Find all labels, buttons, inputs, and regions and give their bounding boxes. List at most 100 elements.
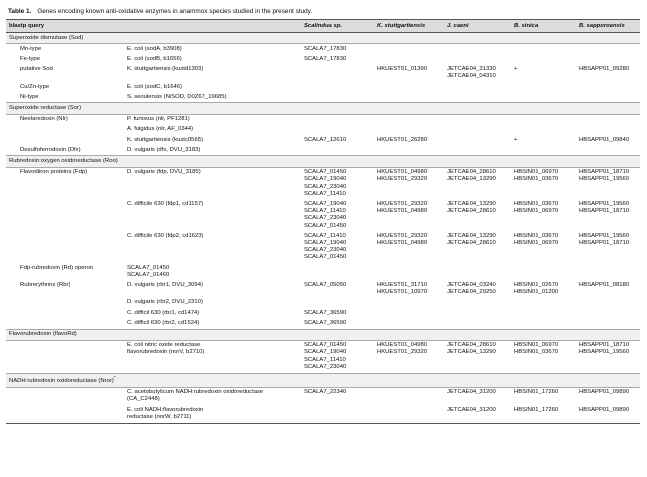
table-cell xyxy=(576,308,640,318)
table-cell xyxy=(6,199,124,231)
table-cell: JETCAE04_28610 JETCAE04_13290 xyxy=(444,167,511,199)
table-cell: SCALA7_17830 xyxy=(301,54,374,64)
cell-line: SCALA7_01450 xyxy=(304,254,347,261)
cell-line: (CA_C2448) xyxy=(127,396,160,403)
table-cell xyxy=(374,405,444,424)
cell-line: HBSIN01_06970 xyxy=(514,342,559,349)
table-cell xyxy=(511,82,576,92)
table-cell: HKUEST01_04980 HKUEST01_29320 xyxy=(374,167,444,199)
table-row: Rubredoxin:oxygen oxidoreductase (Roo) xyxy=(6,155,640,168)
table-cell: C. difficile 630 (fdp2, cd1623) xyxy=(124,231,301,263)
section-cell: Flavorubredoxin (flavoRd) xyxy=(6,328,640,341)
table-cell: HBSAPP01_09280 xyxy=(576,65,640,82)
table-cell: HKUEST01_29320 HKUEST01_04980 xyxy=(374,231,444,263)
cell-text: C. difficil 630 (rbr2, cd1524) xyxy=(127,319,200,326)
table-row: Neelaredoxin (Nlr) P. furiosus (nlr, PF12… xyxy=(6,114,640,125)
table-cell: SCALA7_11410 SCALA7_19040 SCALA7_23040 SCAL… xyxy=(301,231,374,263)
table-cell xyxy=(511,298,576,308)
table-cell: C. difficile 630 (fdp1, cd1157) xyxy=(124,199,301,231)
cell-text: + xyxy=(514,66,518,73)
table-cell: HKUEST01_01390 xyxy=(374,65,444,82)
section-cell: NADH:rubredoxin oxidoreductase (Nror)* xyxy=(6,372,640,388)
table-cell xyxy=(374,263,444,280)
cell-line: SCALA7_19040 xyxy=(304,176,347,183)
table-cell: C. difficil 630 (rbr2, cd1524) xyxy=(124,318,301,329)
table-cell xyxy=(301,145,374,156)
cell-line: HKUEST01_10970 xyxy=(377,289,428,296)
table-cell: E. coli NADH:flavorubredoxin reductase (n… xyxy=(124,405,301,424)
table-row: Ni-type S. seoulensis (NiSOD, D0Z67_19685… xyxy=(6,92,640,103)
cell-text: Desulfoferrodoxin (Dfx) xyxy=(20,146,81,153)
cell-text: SCALA7_36590 xyxy=(304,319,347,326)
table-cell: putative Sod xyxy=(6,65,124,82)
table-cell: C. acetobutylicum NADH:rubredoxin oxidor… xyxy=(124,387,301,405)
section-title: Rubredoxin:oxygen oxidoreductase (Roo) xyxy=(9,157,118,164)
cell-text: HBSAPP01_09280 xyxy=(579,66,630,73)
table-row: E. coli NADH:flavorubredoxin reductase (n… xyxy=(6,405,640,424)
cell-line: HBSIN01_03670 xyxy=(514,176,559,183)
cell-line: HBSIN01_06970 xyxy=(514,169,559,176)
cell-line: HBSAPP01_18710 xyxy=(579,208,630,215)
table-row: C. difficile 630 (fdp1, cd1157) SCALA7_19… xyxy=(6,199,640,231)
table-cell xyxy=(576,298,640,308)
table-cell: HKUEST01_04980 HKUEST01_29320 xyxy=(374,340,444,373)
cell-text: JETCAE04_31200 xyxy=(447,406,496,413)
cell-line: HKUEST01_04980 xyxy=(377,169,428,176)
table-cell xyxy=(444,44,511,55)
table-row: A. fulgidus (nlr, AF_0344) xyxy=(6,125,640,135)
cell-line: HBSIN01_02670 xyxy=(514,281,559,288)
cell-line: HKUEST01_04980 xyxy=(377,239,428,246)
table-cell xyxy=(444,135,511,145)
table-cell: Fe-type xyxy=(6,54,124,64)
column-header: K. stuttgartiensis xyxy=(374,19,444,33)
table-cell: JETCAE04_31200 xyxy=(444,387,511,405)
table-cell xyxy=(374,114,444,125)
table-cell: SCALA7_12610 xyxy=(301,135,374,145)
table-row: C. difficil 630 (rbr2, cd1524) SCALA7_365… xyxy=(6,318,640,329)
cell-line: HKUEST01_29320 xyxy=(377,200,428,207)
table-cell: SCALA7_22340 xyxy=(301,387,374,405)
table-cell xyxy=(374,92,444,103)
table-cell xyxy=(374,125,444,135)
cell-line: JETCAE04_29250 xyxy=(447,289,496,296)
table-cell: HBSAPP01_18710 HBSAPP01_19560 xyxy=(576,167,640,199)
table-cell: JETCAE04_03240 JETCAE04_29250 xyxy=(444,280,511,297)
cell-line: HBSIN01_06970 xyxy=(514,239,559,246)
cell-line: HKUEST01_31710 xyxy=(377,281,428,288)
table-cell xyxy=(301,82,374,92)
cell-line: HBSIN01_06970 xyxy=(514,208,559,215)
cell-line: HKUEST01_04980 xyxy=(377,208,428,215)
cell-text: D. vulgaris (dfx, DVU_3183) xyxy=(127,146,201,153)
cell-line: SCALA7_01460 xyxy=(127,271,170,278)
table-row: Flavodiiron proteins (Fdp) D. vulgaris (f… xyxy=(6,167,640,199)
cell-text: D. vulgaris (fdp, DVU_3185) xyxy=(127,169,201,176)
section-title: Superoxide dismutase (Sod) xyxy=(9,34,84,41)
table-row: K. stuttgartiensis (kustc0565) SCALA7_126… xyxy=(6,135,640,145)
table-cell xyxy=(444,54,511,64)
table-cell: SCALA7_19040 SCALA7_11410 SCALA7_23040 SCAL… xyxy=(301,199,374,231)
table-cell: SCALA7_01450 SCALA7_19040 SCALA7_11410 SCAL… xyxy=(301,340,374,373)
cell-line: JETCAE04_03240 xyxy=(447,281,496,288)
cell-text: Fe-type xyxy=(20,55,40,62)
cell-text: P. furiosus (nlr, PF1281) xyxy=(127,116,190,123)
cell-line: HBSAPP01_19560 xyxy=(579,232,630,239)
table-cell xyxy=(576,318,640,329)
cell-line: E. coli NADH:flavorubredoxin xyxy=(127,406,204,413)
table-cell: HBSIN01_17260 xyxy=(511,405,576,424)
table-cell xyxy=(444,298,511,308)
cell-line: JETCAE04_28610 xyxy=(447,239,496,246)
table-cell: HBSAPP01_09890 xyxy=(576,387,640,405)
table-body: Superoxide dismutase (Sod) Mn-type E. coli… xyxy=(6,31,640,424)
table-cell: HBSIN01_06970 HBSIN01_03670 xyxy=(511,167,576,199)
cell-line: SCALA7_01450 xyxy=(304,222,347,229)
cell-text: SCALA7_17830 xyxy=(304,55,347,62)
table-cell xyxy=(301,263,374,280)
cell-text: D. vulgaris (rbr2, DVU_2310) xyxy=(127,299,203,306)
cell-text: Ni-type xyxy=(20,93,39,100)
cell-text: K. stuttgartiensis (kustc0565) xyxy=(127,136,203,143)
cell-line: HBSAPP01_18710 xyxy=(579,239,630,246)
table: blastp query Scalindua sp. K. stuttgartien… xyxy=(6,19,640,424)
cell-line: JETCAE04_13290 xyxy=(447,349,496,356)
cell-text: Neelaredoxin (Nlr) xyxy=(20,116,68,123)
